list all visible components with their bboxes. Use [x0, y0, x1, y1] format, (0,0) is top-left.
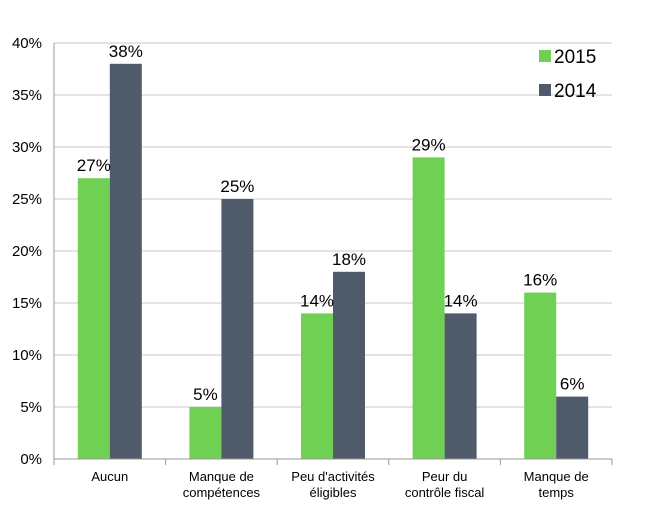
data-label: 6%: [560, 375, 585, 394]
bar-2015: [301, 313, 333, 459]
data-label: 25%: [220, 177, 254, 196]
x-category-label: Aucun: [91, 469, 128, 484]
x-axis-categories: Aucun Manque de compétences Peu d'activités…: [91, 469, 588, 500]
x-category-label: Manque de compétences: [183, 469, 261, 500]
data-label: 14%: [444, 291, 478, 310]
y-tick-label: 15%: [12, 295, 42, 312]
data-label: 27%: [77, 156, 111, 175]
y-tick-label: 10%: [12, 347, 42, 364]
bar-2015: [189, 407, 222, 459]
bar-2014: [109, 63, 142, 460]
y-tick-label: 5%: [20, 399, 42, 416]
bar-2014: [333, 271, 365, 459]
legend-swatch-2014: [539, 84, 551, 96]
x-category-label: Peur du contrôle fiscal: [405, 469, 485, 500]
y-axis-ticks: 0% 5% 10% 15% 20% 25% 30% 35% 40%: [12, 35, 42, 468]
data-label: 5%: [193, 385, 218, 404]
y-tick-label: 35%: [12, 87, 42, 104]
data-label: 38%: [109, 42, 143, 61]
legend-label-2015: 2015: [554, 47, 596, 68]
y-tick-label: 20%: [12, 243, 42, 260]
y-tick-label: 40%: [12, 35, 42, 52]
bar-2014: [556, 396, 589, 459]
data-label: 16%: [523, 271, 557, 290]
y-tick-label: 25%: [12, 191, 42, 208]
legend-label-2014: 2014: [554, 81, 597, 102]
bar-2015: [524, 292, 557, 459]
data-labels: 27% 38% 5% 25% 14% 18% 29% 14% 16% 6%: [77, 42, 585, 404]
x-category-label: Peu d'activités éligibles: [291, 469, 375, 500]
data-label: 14%: [300, 291, 334, 310]
y-tick-label: 0%: [20, 451, 42, 468]
legend: 2015 2014: [539, 47, 597, 102]
bar-2015: [412, 157, 445, 459]
y-tick-label: 30%: [12, 139, 42, 156]
data-label: 29%: [412, 135, 446, 154]
data-label: 18%: [332, 250, 366, 269]
bar-2014: [221, 199, 254, 459]
axes: [53, 43, 613, 465]
bar-2015: [77, 178, 110, 459]
x-category-label: Manque de temps: [524, 469, 589, 500]
bars: [77, 63, 589, 460]
bar-2014: [444, 313, 477, 459]
legend-swatch-2015: [539, 50, 551, 62]
